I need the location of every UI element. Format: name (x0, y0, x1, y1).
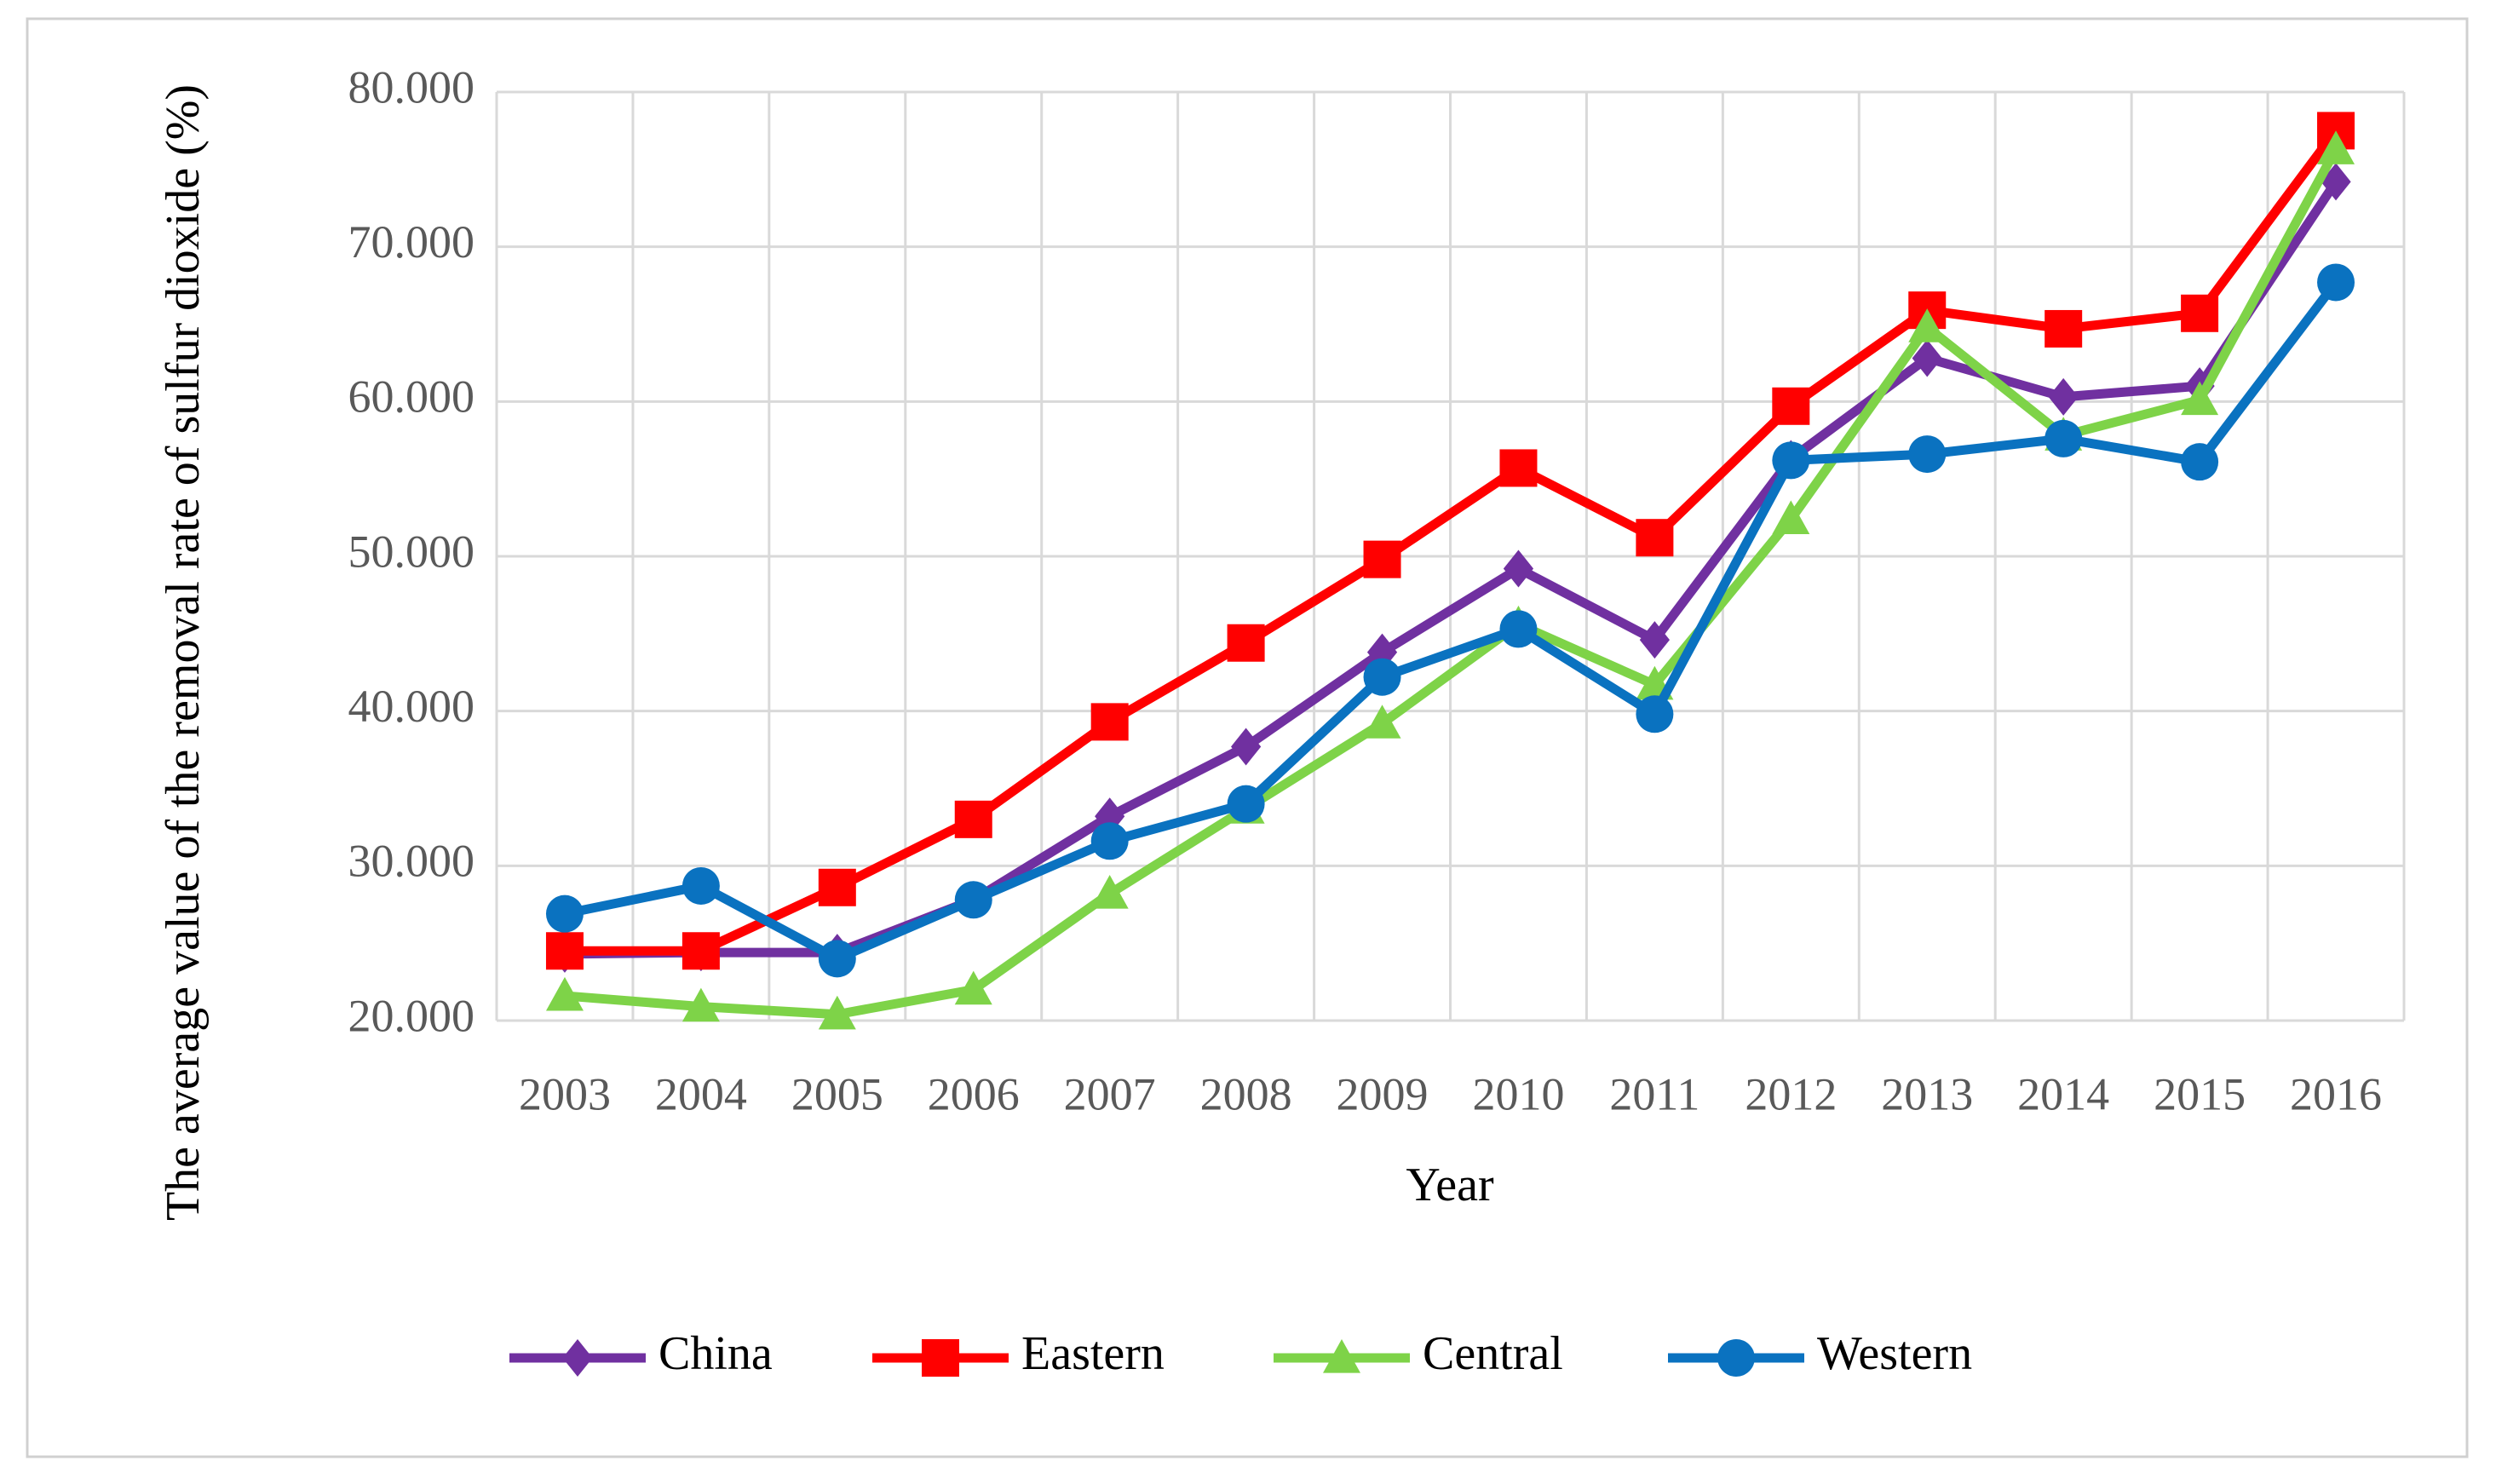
point-marker (682, 987, 720, 1022)
point-marker (1636, 695, 1674, 733)
point-marker (2048, 377, 2079, 416)
point-marker (1908, 435, 1947, 474)
legend-marker (1323, 1339, 1360, 1373)
point-marker (954, 970, 992, 1005)
point-marker (1908, 308, 1947, 342)
point-marker (1363, 658, 1401, 696)
point-marker (2181, 443, 2219, 481)
y-tick-label: 40.000 (348, 681, 475, 732)
point-marker (545, 976, 584, 1011)
point-marker (1090, 875, 1129, 909)
point-marker (545, 894, 584, 933)
x-tick-label: 2003 (519, 1068, 611, 1119)
legend-marker (922, 1339, 959, 1377)
x-tick-label: 2006 (928, 1068, 1020, 1119)
point-marker (2181, 294, 2219, 332)
series-line (564, 128, 2340, 956)
x-tick-label: 2004 (655, 1068, 747, 1119)
x-tick-label: 2013 (1881, 1068, 1973, 1119)
point-marker (1772, 500, 1810, 534)
point-marker (1503, 549, 1534, 588)
point-marker (1499, 449, 1538, 487)
point-marker (818, 868, 856, 906)
point-marker (818, 940, 856, 978)
point-marker (1772, 441, 1810, 480)
x-tick-label: 2012 (1745, 1068, 1837, 1119)
point-marker (545, 932, 584, 970)
y-tick-label: 70.000 (348, 216, 475, 267)
x-tick-label: 2007 (1064, 1068, 1156, 1119)
point-marker (1090, 822, 1129, 860)
point-marker (1772, 387, 1810, 425)
x-tick-label: 2010 (1472, 1068, 1564, 1119)
x-tick-label: 2011 (1609, 1068, 1699, 1119)
point-marker (1636, 519, 1674, 557)
x-tick-label: 2005 (791, 1068, 883, 1119)
x-tick-label: 2014 (2017, 1068, 2109, 1119)
legend-marker (1717, 1339, 1755, 1377)
x-tick-label: 2008 (1200, 1068, 1292, 1119)
point-marker (2181, 381, 2219, 416)
point-marker (1499, 610, 1538, 648)
point-marker (1912, 339, 1942, 377)
point-marker (2045, 419, 2083, 457)
point-marker (2317, 263, 2355, 302)
y-tick-label: 20.000 (348, 990, 475, 1041)
point-marker (818, 995, 856, 1030)
legend-label: Western (1817, 1327, 1972, 1380)
x-tick-label: 2016 (2290, 1068, 2382, 1119)
y-axis-title: The average value of the removal rate of… (157, 83, 210, 1222)
series-line (564, 179, 2340, 959)
y-tick-label: 30.000 (348, 836, 475, 887)
series-line (564, 147, 2340, 1020)
point-marker (954, 881, 992, 919)
point-marker (1090, 703, 1129, 741)
x-tick-label: 2015 (2154, 1068, 2246, 1119)
legend-marker (562, 1339, 593, 1377)
legend-label: Eastern (1021, 1327, 1165, 1380)
series-line (563, 279, 2340, 963)
y-tick-label: 60.000 (348, 371, 475, 423)
point-marker (1227, 624, 1265, 662)
chart-frame (26, 17, 2469, 1458)
point-marker (682, 866, 720, 905)
point-marker (2045, 309, 2083, 348)
point-marker (1227, 785, 1265, 823)
point-marker (1363, 705, 1401, 739)
y-tick-label: 80.000 (348, 61, 475, 112)
x-axis-title: Year (1406, 1159, 1494, 1211)
legend-label: Central (1423, 1327, 1563, 1380)
y-tick-label: 50.000 (348, 526, 475, 577)
point-marker (1363, 540, 1401, 578)
point-marker (954, 800, 992, 838)
point-marker (1231, 728, 1262, 766)
point-marker (682, 932, 720, 970)
point-marker (2317, 130, 2355, 164)
x-tick-label: 2009 (1337, 1068, 1429, 1119)
legend-label: China (659, 1327, 773, 1380)
point-marker (1639, 621, 1670, 659)
